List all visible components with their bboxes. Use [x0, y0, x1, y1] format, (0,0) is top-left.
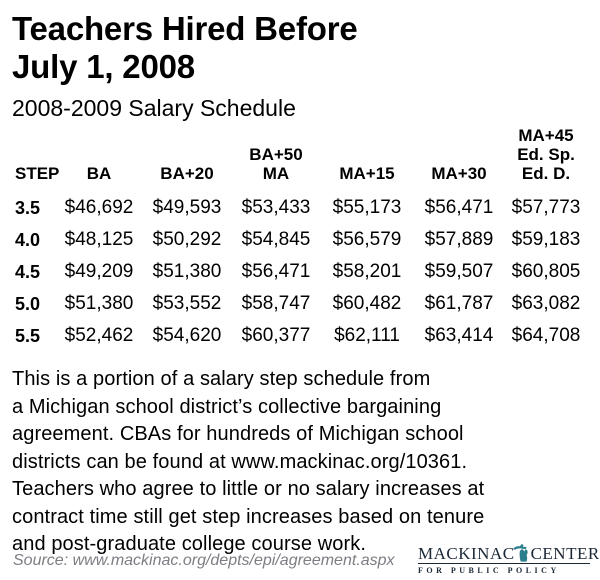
salary-cell: $58,201: [332, 261, 402, 282]
table-row: 5.0 $51,380 $53,552 $58,747 $60,482 $61,…: [12, 288, 588, 320]
salary-cell: $51,380: [64, 293, 134, 314]
salary-cell: $62,111: [334, 325, 400, 346]
step-cell: 4.0: [15, 229, 41, 250]
header-line: BA+20: [160, 164, 214, 183]
subtitle: 2008-2009 Salary Schedule: [12, 95, 296, 121]
description: This is a portion of a salary step sched…: [12, 366, 588, 559]
step-cell: 3.5: [15, 197, 41, 218]
salary-cell: $49,593: [152, 197, 222, 218]
salary-cell: $52,462: [64, 325, 134, 346]
description-line: districts can be found at www.mackinac.o…: [12, 450, 468, 473]
table-row: 3.5 $46,692 $49,593 $53,433 $55,173 $56,…: [12, 192, 588, 224]
header-line: BA: [86, 164, 112, 183]
logo-wordmark: MACKINAC CENTER: [418, 537, 599, 563]
page-title: Teachers Hired Before July 1, 2008: [12, 10, 588, 86]
column-header-ba50-ma: BA+50 MA: [232, 126, 320, 192]
description-line: Teachers who agree to little or no salar…: [12, 478, 485, 500]
salary-cell: $54,620: [152, 325, 222, 346]
column-header-step: STEP: [12, 126, 60, 192]
salary-cell: $56,471: [424, 197, 494, 218]
header-line: MA: [262, 164, 290, 183]
logo-tagline: FOR PUBLIC POLICY: [418, 566, 560, 575]
step-cell: 4.5: [15, 261, 41, 282]
description-line: This is a portion of a salary step sched…: [12, 368, 431, 390]
header-line: MA+15: [339, 164, 395, 183]
header-line: STEP: [15, 164, 60, 183]
salary-cell: $61,787: [424, 293, 494, 314]
salary-cell: $49,209: [64, 261, 134, 282]
header-line: Ed. D.: [521, 164, 571, 183]
salary-schedule-table: STEP BA BA+20 BA+50 MA MA+15 MA+30 MA+45 E…: [12, 126, 588, 352]
description-line: a Michigan school district’s collective …: [12, 395, 442, 418]
salary-cell: $51,380: [152, 261, 222, 282]
description-line: and post-graduate college course work.: [12, 533, 367, 555]
salary-cell: $63,082: [511, 293, 581, 314]
column-header-ba20: BA+20: [142, 126, 232, 192]
salary-cell: $48,125: [64, 229, 134, 250]
title-line-2: July 1, 2008: [12, 48, 195, 85]
mackinac-center-logo: MACKINAC CENTER FOR PUBLIC POLICY: [418, 537, 599, 575]
table-row: 5.5 $52,462 $54,620 $60,377 $62,111 $63,…: [12, 320, 588, 352]
salary-cell: $59,183: [511, 229, 581, 250]
salary-cell: $57,773: [511, 197, 581, 218]
header-line: MA+45: [518, 126, 574, 145]
salary-cell: $56,471: [241, 261, 311, 282]
michigan-state-icon: [512, 539, 534, 565]
salary-cell: $57,889: [424, 229, 494, 250]
description-line: agreement. CBAs for hundreds of Michigan…: [12, 423, 464, 445]
salary-cell: $59,507: [424, 261, 494, 282]
header-line: Ed. Sp.: [517, 145, 575, 164]
column-header-ma30: MA+30: [414, 126, 504, 192]
logo-word-center: CENTER: [530, 544, 600, 563]
logo-word-mackinac: MACKINAC: [418, 544, 515, 563]
salary-cell: $54,845: [241, 229, 311, 250]
salary-cell: $64,708: [511, 325, 581, 346]
salary-cell: $46,692: [64, 197, 134, 218]
salary-cell: $58,747: [241, 293, 311, 314]
salary-cell: $50,292: [152, 229, 222, 250]
header-line: BA+50: [249, 145, 303, 164]
source-note: Source: www.mackinac.org/depts/epi/agree…: [13, 552, 395, 569]
step-cell: 5.0: [15, 293, 41, 314]
salary-cell: $63,414: [424, 325, 494, 346]
column-header-ba: BA: [56, 126, 142, 192]
header-row: STEP BA BA+20 BA+50 MA MA+15 MA+30 MA+45 E…: [12, 126, 588, 192]
logo-divider: [418, 563, 590, 564]
header-line: MA+30: [431, 164, 487, 183]
title-line-1: Teachers Hired Before: [12, 10, 358, 47]
salary-cell: $53,552: [152, 293, 222, 314]
column-header-ma15: MA+15: [320, 126, 414, 192]
description-line: contract time still get step increases b…: [12, 505, 485, 528]
salary-cell: $60,377: [241, 325, 311, 346]
salary-cell: $55,173: [332, 197, 402, 218]
salary-cell: $60,482: [332, 293, 402, 314]
step-cell: 5.5: [15, 325, 41, 346]
table-row: 4.0 $48,125 $50,292 $54,845 $56,579 $57,…: [12, 224, 588, 256]
salary-cell: $53,433: [241, 197, 311, 218]
column-header-ma45-edsp-edd: MA+45 Ed. Sp. Ed. D.: [504, 126, 588, 192]
salary-cell: $56,579: [332, 229, 402, 250]
table-row: 4.5 $49,209 $51,380 $56,471 $58,201 $59,…: [12, 256, 588, 288]
salary-cell: $60,805: [511, 261, 581, 282]
